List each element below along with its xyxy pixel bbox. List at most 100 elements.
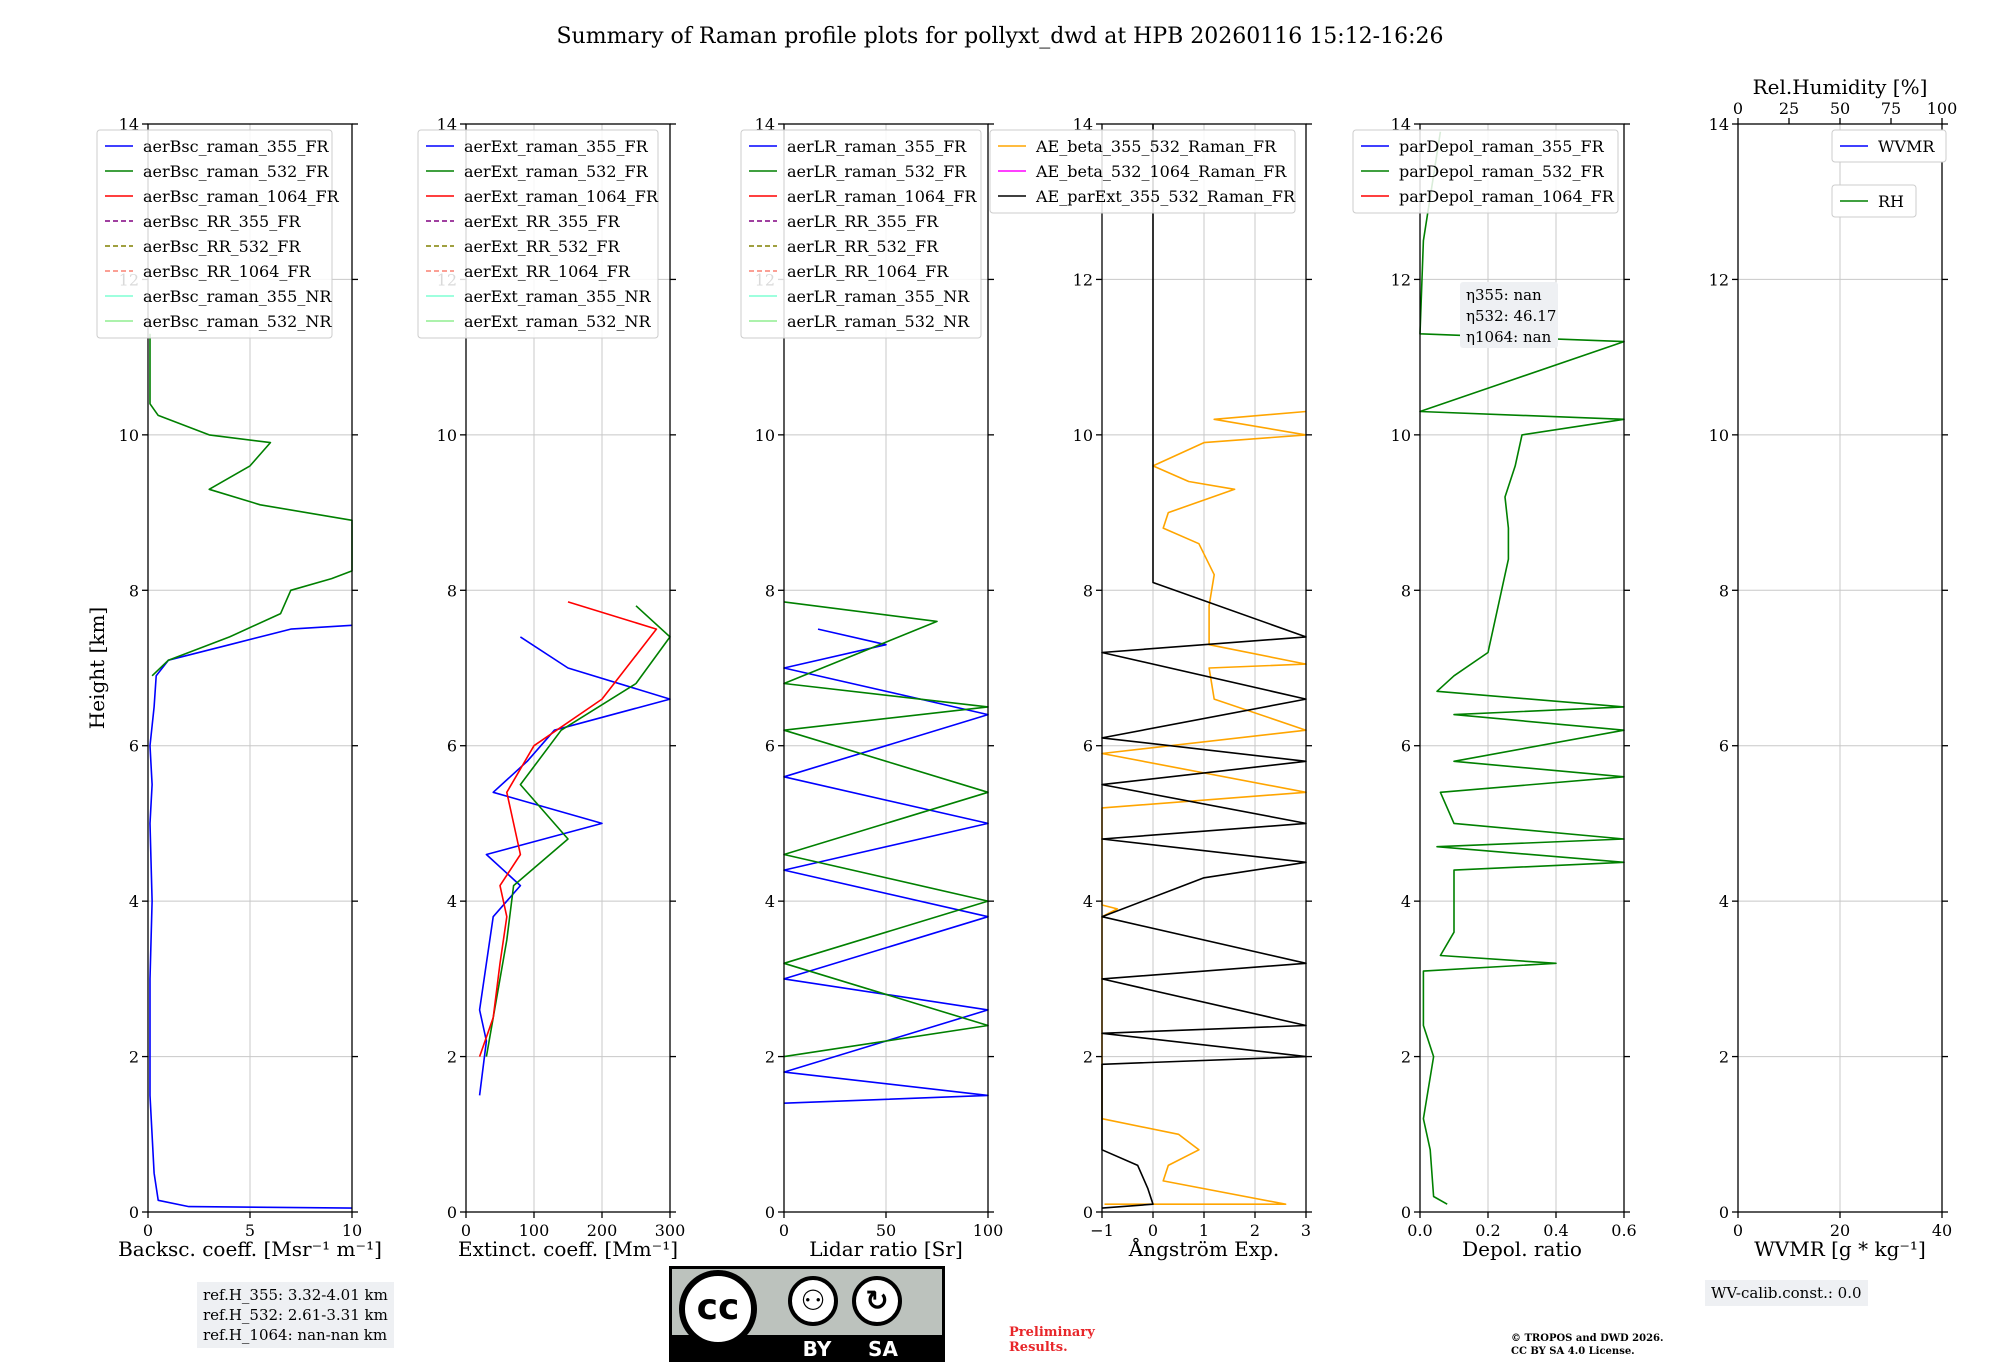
x-tick-label: 1 — [1199, 1221, 1209, 1240]
x-tick-label: 100 — [519, 1221, 550, 1240]
y-tick-label: 0 — [447, 1203, 457, 1222]
legend-box — [989, 129, 1296, 214]
y-tick-label: 10 — [119, 426, 139, 445]
legend-entry: aerLR_raman_355_FR — [787, 137, 967, 156]
y-tick-label: 10 — [1073, 426, 1093, 445]
panel-depolarization: 0 2 4 6 8 10 12 14 0.0 0.2 0.4 0.6 Depol. ratio parDe… — [1352, 115, 1637, 1261]
y-tick-label: 4 — [1719, 892, 1729, 911]
legend-entry: aerBsc_RR_355_FR — [143, 212, 301, 231]
y-tick-label: 2 — [1401, 1048, 1411, 1067]
legend-entry: aerBsc_raman_355_FR — [143, 137, 329, 156]
legend-entry: aerLR_RR_355_FR — [787, 212, 939, 231]
legend-entry: aerLR_raman_532_FR — [787, 162, 967, 181]
top-x-tick-label: 75 — [1881, 99, 1901, 118]
legend-entry: aerBsc_RR_1064_FR — [143, 262, 312, 281]
series-line-aerExt_raman_532_FR — [485, 605, 671, 1057]
legend-entry: aerBsc_RR_532_FR — [143, 237, 301, 256]
legend-box — [417, 129, 659, 339]
y-tick-label: 2 — [1083, 1048, 1093, 1067]
legend-entry: aerLR_RR_532_FR — [787, 237, 939, 256]
ref-height-1064: ref.H_1064: nan-nan km — [203, 1326, 388, 1344]
cc-icon: cc — [679, 1270, 757, 1348]
by-person-icon: ⚇ — [788, 1276, 838, 1326]
top-x-tick-label: 25 — [1779, 99, 1799, 118]
series-line-aerExt_raman_1064_FR — [478, 601, 658, 1057]
y-tick-label: 8 — [1401, 581, 1411, 600]
copyright-note: © TROPOS and DWD 2026. CC BY SA 4.0 Lice… — [1511, 1332, 1663, 1358]
legend-entry: aerLR_RR_1064_FR — [787, 262, 949, 281]
x-tick-label: −1 — [1090, 1221, 1114, 1240]
y-tick-label: 14 — [1391, 115, 1411, 134]
legend-entry: WVMR — [1878, 137, 1935, 156]
sa-label: SA — [868, 1337, 898, 1361]
eta-annotation-line: η355: nan — [1466, 286, 1542, 304]
y-tick-label: 0 — [765, 1203, 775, 1222]
x-tick-label: 5 — [245, 1221, 255, 1240]
y-tick-label: 8 — [447, 581, 457, 600]
y-tick-label: 12 — [1073, 270, 1093, 289]
x-tick-label: 0 — [461, 1221, 471, 1240]
x-tick-label: 0 — [1148, 1221, 1158, 1240]
x-tick-label: 0.6 — [1611, 1221, 1636, 1240]
y-tick-label: 8 — [765, 581, 775, 600]
legend-entry: aerExt_raman_532_FR — [464, 162, 649, 181]
legend-entry: aerExt_RR_532_FR — [464, 237, 621, 256]
y-tick-label: 6 — [765, 737, 775, 756]
preliminary-line-1: Preliminary — [1009, 1325, 1095, 1340]
x-tick-label: 0 — [779, 1221, 789, 1240]
top-x-tick-label: 100 — [1927, 99, 1958, 118]
y-tick-label: 4 — [129, 892, 139, 911]
x-tick-label: 0.2 — [1475, 1221, 1500, 1240]
y-tick-label: 4 — [765, 892, 775, 911]
legend-entry: aerLR_raman_532_NR — [787, 312, 970, 331]
x-tick-label: 0 — [1733, 1221, 1743, 1240]
copyright-line-2: CC BY SA 4.0 License. — [1511, 1346, 1635, 1357]
legend-box — [740, 129, 982, 339]
y-tick-label: 6 — [1401, 737, 1411, 756]
x-tick-label: 300 — [655, 1221, 686, 1240]
y-tick-label: 2 — [447, 1048, 457, 1067]
series-line-AE_beta_355_532_Raman_FR — [1101, 410, 1307, 1205]
axes-frame — [1419, 123, 1625, 1213]
y-tick-label: 12 — [1391, 270, 1411, 289]
x-axis-label: Backsc. coeff. [Msr⁻¹ m⁻¹] — [118, 1237, 382, 1261]
y-tick-label: 10 — [1391, 426, 1411, 445]
legend-entry: aerExt_RR_355_FR — [464, 212, 621, 231]
ref-height-532: ref.H_532: 2.61-3.31 km — [203, 1306, 388, 1324]
y-tick-label: 2 — [129, 1048, 139, 1067]
x-tick-label: 40 — [1932, 1221, 1952, 1240]
y-tick-label: 8 — [1719, 581, 1729, 600]
panel-backscatter: 024681012140510Backsc. coeff. [Msr⁻¹ m⁻¹… — [85, 115, 382, 1261]
x-axis-label: Depol. ratio — [1462, 1237, 1582, 1261]
x-axis-label: WVMR [g * kg⁻¹] — [1754, 1237, 1926, 1261]
y-tick-label: 2 — [1719, 1048, 1729, 1067]
wv-calib-text: WV-calib.const.: 0.0 — [1711, 1284, 1862, 1302]
x-tick-label: 100 — [973, 1221, 1004, 1240]
legend-box — [1831, 184, 1917, 218]
copyright-line-1: © TROPOS and DWD 2026. — [1511, 1333, 1664, 1344]
x-tick-label: 2 — [1250, 1221, 1260, 1240]
y-tick-label: 14 — [1709, 115, 1729, 134]
legend-entry: aerLR_raman_1064_FR — [787, 187, 977, 206]
legend-entry: parDepol_raman_355_FR — [1399, 137, 1605, 156]
y-tick-label: 10 — [1709, 426, 1729, 445]
top-x-tick-label: 50 — [1830, 99, 1850, 118]
top-axis-label: Rel.Humidity [%] — [1753, 75, 1928, 99]
x-axis-label: Lidar ratio [Sr] — [809, 1237, 963, 1261]
x-tick-label: 0.0 — [1407, 1221, 1432, 1240]
y-tick-label: 0 — [129, 1203, 139, 1222]
legend-entry: aerBsc_raman_532_FR — [143, 162, 329, 181]
x-tick-label: 3 — [1301, 1221, 1311, 1240]
eta-annotation-box — [1460, 282, 1558, 348]
y-tick-label: 14 — [119, 115, 139, 134]
eta-annotation-line: η532: 46.17 — [1466, 307, 1556, 325]
legend-entry: RH — [1878, 192, 1904, 211]
y-tick-label: 4 — [1083, 892, 1093, 911]
y-tick-label: 8 — [1083, 581, 1093, 600]
series-line-aerExt_raman_355_FR — [478, 636, 671, 1096]
series-line-AE_parExt_355_532_Raman_FR — [1101, 124, 1307, 1209]
x-tick-label: 10 — [342, 1221, 362, 1240]
wv-calibration-box: WV-calib.const.: 0.0 — [1705, 1280, 1868, 1306]
